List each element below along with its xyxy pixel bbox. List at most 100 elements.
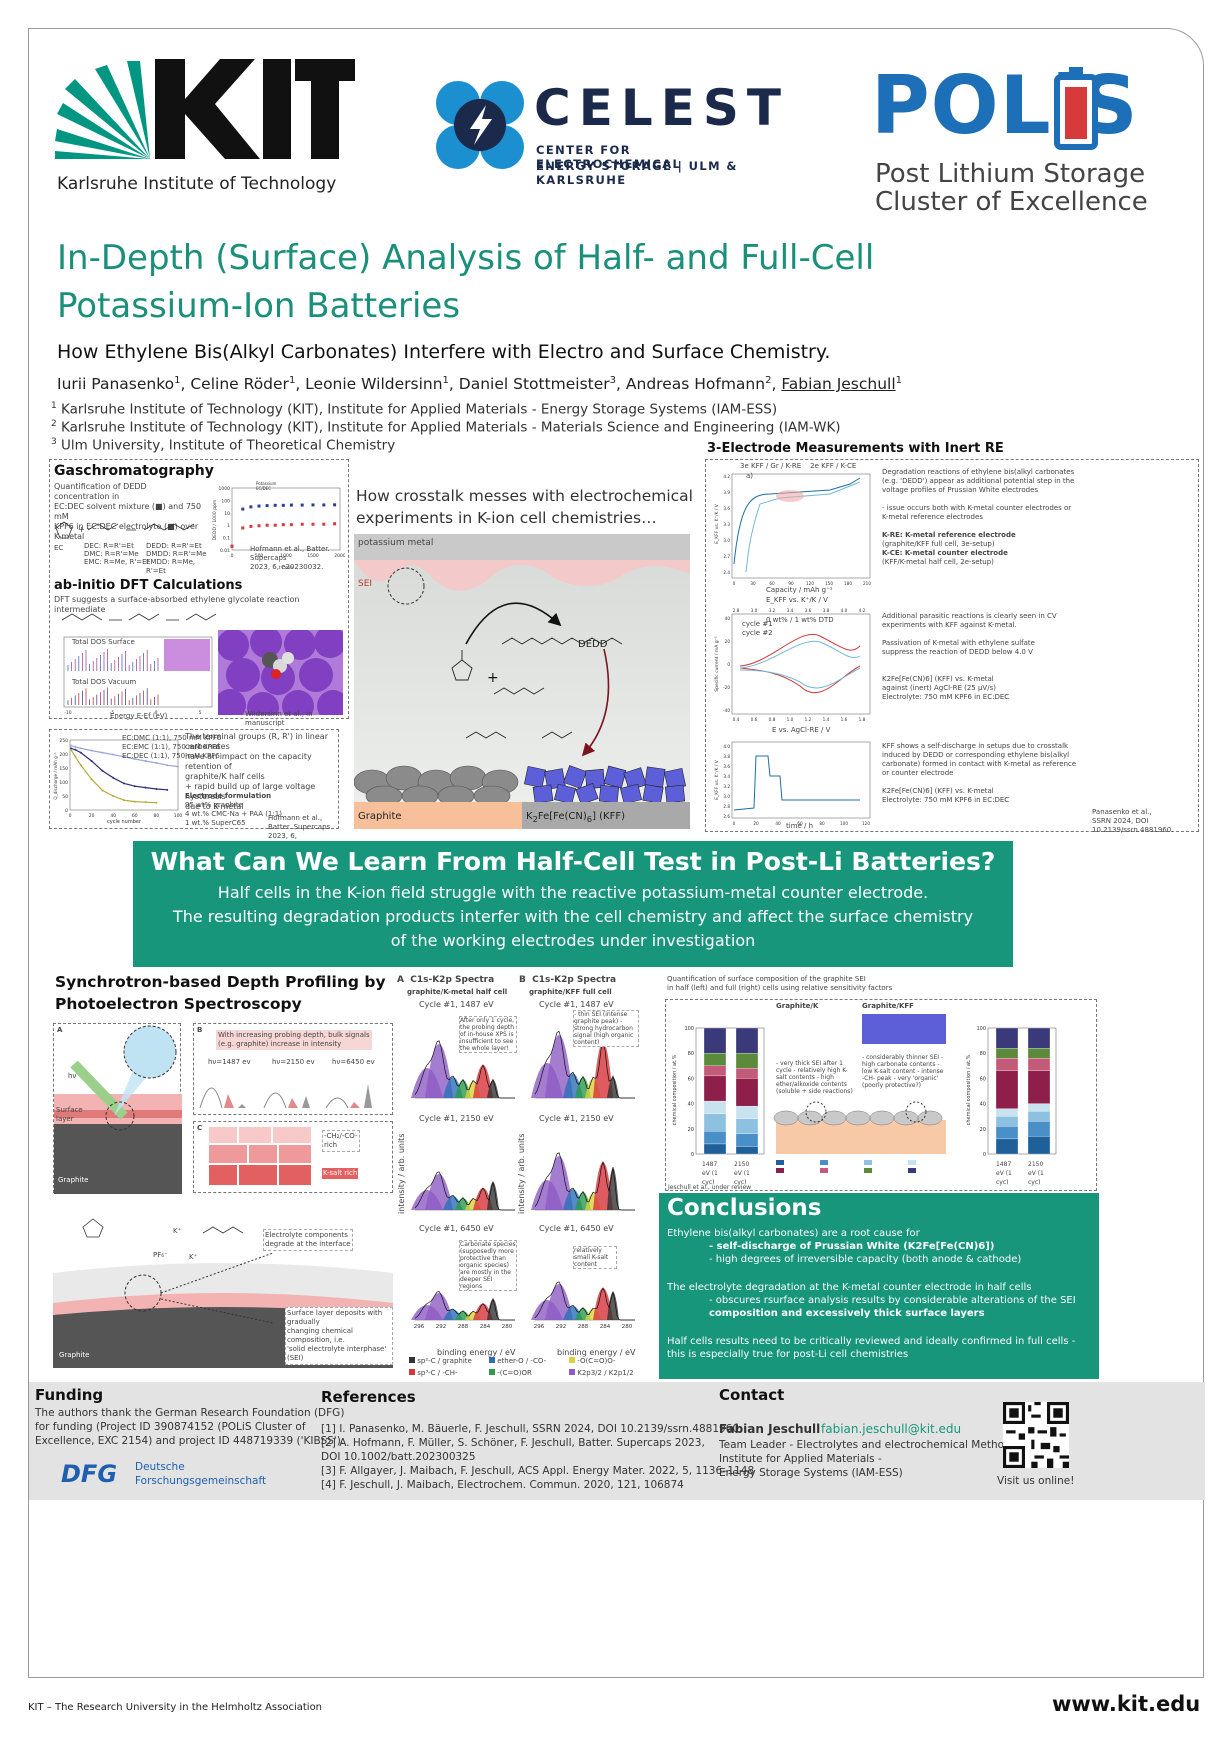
x-tick-label: 3.6 [805, 608, 812, 613]
series-line [739, 667, 861, 689]
band-line-2: The resulting degradation products inter… [172, 907, 974, 926]
y-tick-label: 4.2 [723, 474, 730, 479]
synchro-panel-a: A hν Surface layer Graphite [53, 1023, 182, 1194]
x-tick-label: 3.8 [823, 608, 830, 613]
reaction-scheme: + [55, 521, 195, 539]
y-tick-label: 4.0 [723, 744, 730, 749]
footer: Funding The authors thank the German Res… [29, 1382, 1205, 1500]
bar-segment [735, 1105, 759, 1119]
spectral-peak [487, 1299, 499, 1320]
author: Daniel Stottmeister [458, 375, 610, 394]
graphite-particle [917, 1110, 943, 1126]
y-tick-label: 40 [725, 616, 731, 621]
ch-rich-label: -CH₂/-CO-rich [322, 1130, 360, 1152]
cycling-chart: 250 200 150 100 50 00 20 40 60 80 100 cycle number Q… [53, 738, 182, 825]
plot-frame [695, 1027, 765, 1155]
x-tick-label: 100 [840, 821, 848, 826]
dft-title: ab-initio DFT Calculations [54, 578, 243, 593]
plot-frame [69, 739, 179, 811]
xps-a-cycle-1: Cycle #1, 1487 eV [419, 1000, 494, 1009]
bar-segment [995, 1116, 1019, 1127]
y-tick-label: 0 [65, 808, 68, 814]
hv-label: hν [68, 1072, 77, 1080]
xps-b-cycle-2: Cycle #1, 2150 eV [539, 1114, 614, 1123]
surface-layer-label: Surface layer [56, 1106, 83, 1123]
bar-segment [735, 1078, 759, 1107]
data-point [133, 785, 136, 788]
y-tick-label: 0 [727, 662, 730, 667]
band-line-1: Half cells in the K-ion field struggle w… [217, 883, 929, 902]
data-point [79, 751, 82, 754]
x-tick-label: 120 [806, 581, 814, 586]
data-point [123, 799, 125, 802]
y-tick-label: 3.4 [723, 774, 730, 779]
data-point [257, 504, 261, 508]
data-point [112, 753, 115, 756]
y-tick-label: 20 [688, 1127, 694, 1133]
battery-icon [1054, 67, 1098, 150]
x-tick-label: 0 [733, 821, 736, 826]
graphite-bottom-label: Graphite [59, 1351, 90, 1359]
hv3-label: hν=6450 ev [332, 1058, 375, 1066]
x-tick-label: 20 [89, 813, 95, 819]
composition-chart: 100 100 80 80 60 60 40 40 20 20 0 0 chemical composi… [672, 1014, 1057, 1173]
dft-description: DFT suggests a surface-absorbed ethylene… [54, 595, 300, 614]
synchro-panel-b: B With increasing probing depth, bulk si… [193, 1023, 393, 1115]
y-tick-label: 0 [691, 1152, 694, 1158]
graphite-bulk-label: Graphite [58, 1176, 89, 1184]
graphite-k-title: Graphite/K [776, 1002, 819, 1010]
data-point [257, 524, 261, 528]
dfg-subtitle: Deutsche Forschungsgemeinschaft [135, 1461, 267, 1487]
legend-swatch [776, 1160, 784, 1165]
y-tick-label: 2.8 [723, 804, 730, 809]
data-point [90, 749, 93, 752]
xps-a-cycle-3: Cycle #1, 6450 eV [419, 1224, 494, 1233]
y-tick-label: 3.2 [723, 784, 730, 789]
dft-credit: Wildersinn et al., in manuscript [245, 710, 313, 727]
celest-wordmark: CELEST [534, 79, 789, 137]
bar-segment [995, 1027, 1019, 1049]
y-axis-label: E_KFF vs. K⁺/K / V [714, 759, 720, 800]
title-line-1: In-Depth (Surface) Analysis of Half- and… [57, 238, 875, 278]
qr-code-icon[interactable] [1003, 1402, 1069, 1468]
poster-subtitle: How Ethylene Bis(Alkyl Carbonates) Inter… [57, 341, 831, 363]
kit-website-link[interactable]: www.kit.edu [1052, 1692, 1201, 1716]
te-c-description: KFF shows a self-discharge in setups due… [882, 742, 1077, 804]
plot-frame [731, 741, 871, 819]
poster-title: In-Depth (Surface) Analysis of Half- and… [57, 234, 1157, 330]
graphite-label: Graphite [358, 811, 402, 822]
spectrum-envelope [534, 1152, 635, 1211]
composition-credit: Jeschull et al., under review [668, 1184, 752, 1191]
data-point [230, 544, 234, 548]
legend-swatch [908, 1160, 916, 1165]
x-tick-label: 80 [819, 821, 825, 826]
data-point [322, 503, 326, 507]
conclusion-line: this is especially true for post-Li cell… [667, 1349, 909, 1360]
series-line [733, 755, 860, 811]
polis-subtitle-2: Cluster of Excellence [875, 187, 1148, 217]
data-point [123, 782, 125, 785]
visit-online-link[interactable]: Visit us online! [997, 1475, 1075, 1487]
bar-segment [995, 1070, 1019, 1109]
kplus-label-1: K⁺ [173, 1227, 182, 1235]
conclusion-line: - obscures rsurface analysis results by … [709, 1295, 1076, 1306]
conclusion-line: - self-discharge of Prussian White (K2Fe… [709, 1241, 995, 1252]
spectrum-envelope [534, 1030, 635, 1099]
data-point [166, 764, 169, 767]
legend-swatch [864, 1168, 872, 1173]
x-tick-label: 180 [844, 581, 852, 586]
pf6-label: PF₆⁻ [153, 1251, 168, 1259]
legend-swatch [409, 1357, 415, 1363]
bar-segment [703, 1065, 727, 1077]
conclusion-line: Half cells results need to be critically… [667, 1336, 1076, 1347]
x-tick-label: 120 [862, 821, 870, 826]
author: Leonie Wildersinn [305, 375, 443, 394]
data-point [241, 526, 245, 530]
contact-email-link[interactable]: fabian.jeschull@kit.edu [821, 1422, 962, 1436]
deposit-note: Surface layer deposits with gradually cha… [285, 1307, 393, 1365]
polis-subtitle-1: Post Lithium Storage [875, 159, 1146, 189]
x-tick-label: 2000 [334, 553, 345, 559]
bar-segment [703, 1113, 727, 1132]
legend-label: EC/DEC [256, 486, 271, 491]
sei-composition-illustration [208, 1126, 313, 1187]
